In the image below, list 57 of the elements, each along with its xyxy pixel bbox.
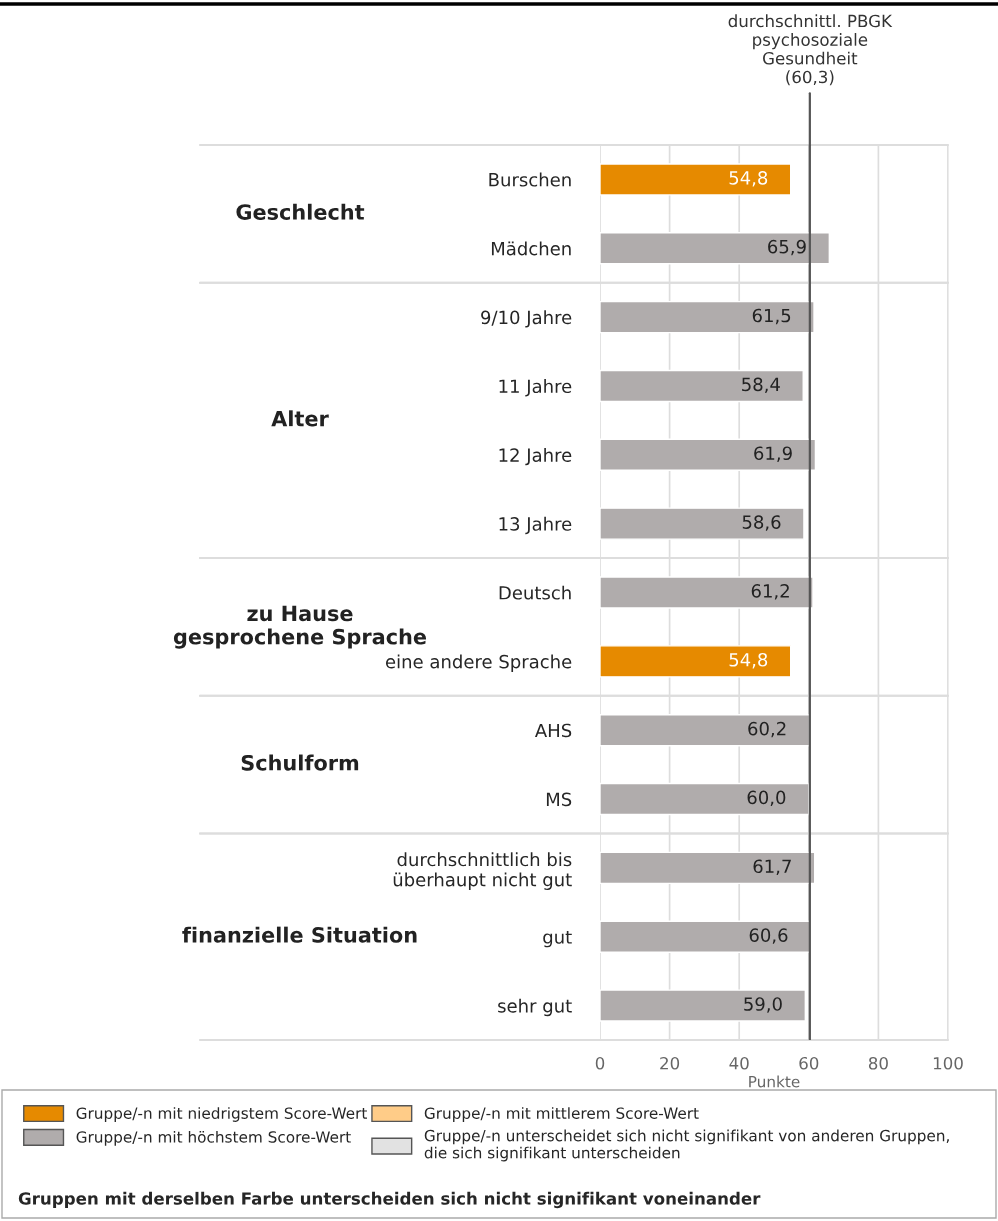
y-tick-label: gut bbox=[543, 930, 572, 948]
text: 54,8 bbox=[729, 171, 768, 187]
bar bbox=[600, 163, 792, 196]
text: 58,6 bbox=[742, 515, 781, 531]
text: Alter bbox=[271, 410, 329, 427]
x-tick-label: 20 bbox=[660, 1056, 680, 1070]
x-tick-label: 60 bbox=[799, 1056, 819, 1070]
legend-label: Gruppe/-n mit höchstem Score-Wert bbox=[76, 1130, 351, 1146]
text: 60,2 bbox=[748, 721, 786, 738]
y-tick-label: durchschnittlich bis überhaupt nicht gut bbox=[393, 852, 572, 890]
y-tick-label: eine andere Sprache bbox=[385, 654, 572, 672]
y-tick-label: MS bbox=[546, 792, 572, 807]
text: 59,0 bbox=[744, 997, 782, 1013]
text: 60,0 bbox=[747, 790, 786, 807]
x-tick-label: 100 bbox=[933, 1056, 963, 1070]
bar bbox=[600, 576, 814, 609]
y-tick-label: Deutsch bbox=[499, 585, 571, 600]
text: 61,9 bbox=[754, 446, 792, 462]
bar bbox=[600, 369, 804, 403]
legend-label: Gruppe/-n mit niedrigstem Score-Wert bbox=[76, 1107, 367, 1122]
legend-label: Gruppe/-n mit mittlerem Score-Wert bbox=[424, 1107, 699, 1122]
text: Geschlecht bbox=[236, 203, 365, 220]
bar bbox=[600, 232, 831, 265]
x-axis-title: Punkte bbox=[749, 1075, 800, 1088]
text: 65,9 bbox=[768, 239, 806, 256]
y-tick-label: sehr gut bbox=[498, 998, 572, 1017]
x-tick-label: 80 bbox=[868, 1056, 888, 1070]
bar bbox=[600, 782, 810, 816]
text: 58,4 bbox=[742, 377, 780, 394]
text: 61,5 bbox=[752, 308, 791, 325]
ref-line-label: durchschnittl. PBGK psychosoziale Gesundheit (60,3) bbox=[728, 14, 893, 86]
bar bbox=[600, 645, 792, 678]
bar bbox=[600, 989, 807, 1022]
y-tick-label: Mädchen bbox=[491, 241, 571, 256]
legend-label: Gruppe/-n unterscheidet sich nicht signifikant von anderen Gruppen, die sich signifikant unterscheiden bbox=[424, 1129, 949, 1162]
bar bbox=[600, 714, 811, 747]
text: Gruppen mit derselben Farbe unterscheiden sich nicht signifikant voneinander bbox=[18, 1191, 761, 1209]
y-tick-label: 13 Jahre bbox=[499, 516, 572, 535]
bar bbox=[600, 300, 815, 334]
text: 61,2 bbox=[751, 584, 789, 600]
bar bbox=[600, 438, 817, 471]
text: finanzielle Situation bbox=[182, 926, 417, 943]
x-tick-label: 40 bbox=[729, 1056, 749, 1070]
text: 60,6 bbox=[749, 928, 788, 944]
text: zu Hause gesprochene Sprache bbox=[173, 605, 427, 649]
y-tick-label: 9/10 Jahre bbox=[481, 310, 572, 328]
y-tick-label: 11 Jahre bbox=[499, 379, 572, 397]
y-tick-label: 12 Jahre bbox=[499, 447, 572, 466]
text: 54,8 bbox=[729, 652, 768, 669]
x-tick-label: 0 bbox=[595, 1056, 605, 1070]
y-tick-label: AHS bbox=[534, 723, 572, 738]
bar bbox=[600, 851, 816, 885]
bar bbox=[600, 920, 812, 953]
bar bbox=[600, 507, 805, 540]
text: 61,7 bbox=[753, 859, 791, 875]
text: Schulform bbox=[241, 754, 359, 771]
y-tick-label: Burschen bbox=[489, 172, 571, 187]
